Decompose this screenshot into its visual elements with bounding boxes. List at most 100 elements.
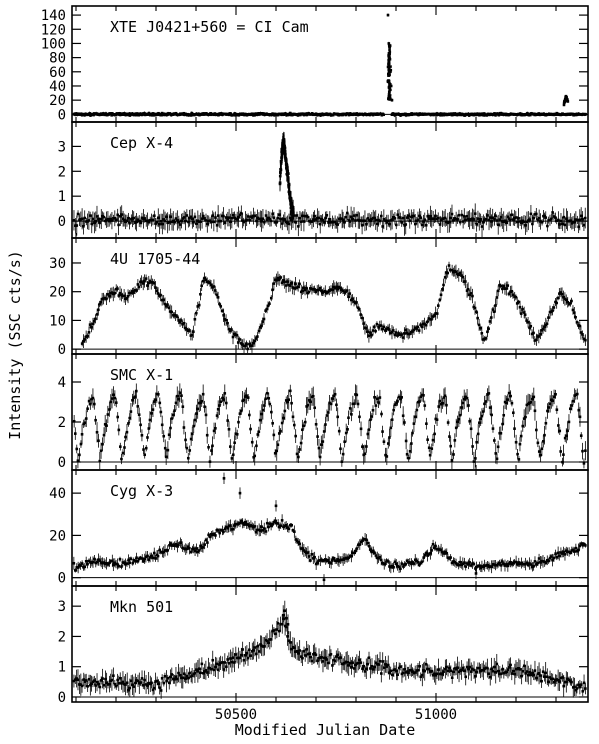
data-point xyxy=(419,323,422,327)
data-point xyxy=(185,214,189,217)
data-point xyxy=(237,215,240,219)
data-point xyxy=(116,415,120,419)
data-point xyxy=(141,282,145,285)
data-point xyxy=(569,219,572,222)
data-point xyxy=(166,303,169,306)
data-point xyxy=(196,550,200,554)
data-point xyxy=(471,294,474,298)
data-point xyxy=(216,408,220,411)
data-point xyxy=(102,297,105,300)
data-point xyxy=(468,218,471,222)
data-point xyxy=(209,111,212,115)
data-point xyxy=(359,219,363,222)
data-point xyxy=(584,338,587,342)
data-point xyxy=(555,219,559,223)
data-point xyxy=(510,289,514,293)
data-point xyxy=(547,406,551,409)
panel-title: XTE J0421+560 = CI Cam xyxy=(110,18,309,36)
data-point xyxy=(499,431,503,435)
data-point xyxy=(438,399,442,403)
data-point xyxy=(125,296,129,300)
data-point xyxy=(521,307,524,311)
data-point xyxy=(266,304,270,308)
data-point xyxy=(427,317,431,320)
data-point xyxy=(86,562,89,566)
data-point xyxy=(410,215,413,219)
data-point xyxy=(83,565,87,569)
data-point xyxy=(437,405,441,408)
data-point xyxy=(569,301,572,305)
data-point xyxy=(430,318,433,321)
data-point xyxy=(245,523,248,526)
data-point xyxy=(214,216,217,219)
data-point xyxy=(307,219,311,223)
data-point xyxy=(535,212,538,216)
data-point xyxy=(546,224,549,228)
data-point xyxy=(436,216,440,220)
data-point xyxy=(134,395,137,399)
data-point xyxy=(393,333,397,337)
data-point xyxy=(432,314,436,317)
data-point xyxy=(446,221,450,225)
data-point xyxy=(483,337,486,341)
data-point xyxy=(457,273,461,277)
data-point xyxy=(242,220,246,224)
data-point xyxy=(271,288,274,292)
data-point xyxy=(269,296,273,300)
y-tick-label: 30 xyxy=(49,256,66,272)
data-point xyxy=(231,335,235,339)
data-point xyxy=(109,559,113,563)
data-point xyxy=(443,276,447,279)
data-point xyxy=(571,112,575,116)
data-point xyxy=(279,524,283,527)
data-point xyxy=(411,330,414,333)
data-point xyxy=(151,280,154,284)
data-point xyxy=(451,219,455,222)
data-point xyxy=(264,530,268,533)
data-point xyxy=(346,428,349,431)
data-point xyxy=(89,561,92,564)
data-point xyxy=(297,225,300,228)
data-point xyxy=(256,433,260,436)
data-point xyxy=(174,217,178,220)
data-point xyxy=(152,281,156,285)
data-point xyxy=(381,327,384,331)
data-point xyxy=(218,404,221,407)
data-point xyxy=(366,330,369,334)
data-point xyxy=(426,438,429,441)
data-point xyxy=(106,563,110,566)
data-point xyxy=(221,396,224,400)
data-point xyxy=(554,216,557,219)
data-point xyxy=(564,434,568,438)
data-point xyxy=(363,219,367,223)
data-point xyxy=(140,433,144,437)
y-tick-label: 120 xyxy=(41,22,66,38)
data-point xyxy=(583,216,587,220)
data-point xyxy=(426,214,430,218)
data-point xyxy=(337,429,341,433)
data-point xyxy=(248,342,251,346)
data-point xyxy=(147,558,151,562)
data-point xyxy=(108,294,111,298)
data-point xyxy=(140,280,143,283)
data-point xyxy=(229,112,233,115)
data-point xyxy=(442,396,446,399)
data-point xyxy=(426,320,429,324)
data-point xyxy=(381,430,384,433)
data-point xyxy=(494,304,497,307)
data-point xyxy=(554,392,557,396)
data-point xyxy=(544,421,548,425)
data-point xyxy=(574,393,578,397)
data-point xyxy=(122,218,126,222)
data-point xyxy=(210,532,213,536)
data-point xyxy=(577,225,580,229)
data-point xyxy=(494,452,498,455)
data-point xyxy=(105,297,108,301)
data-point xyxy=(158,222,161,226)
data-point xyxy=(454,270,458,274)
data-point xyxy=(385,327,388,331)
data-point xyxy=(582,223,586,227)
data-point xyxy=(108,561,111,565)
data-point xyxy=(214,427,217,430)
